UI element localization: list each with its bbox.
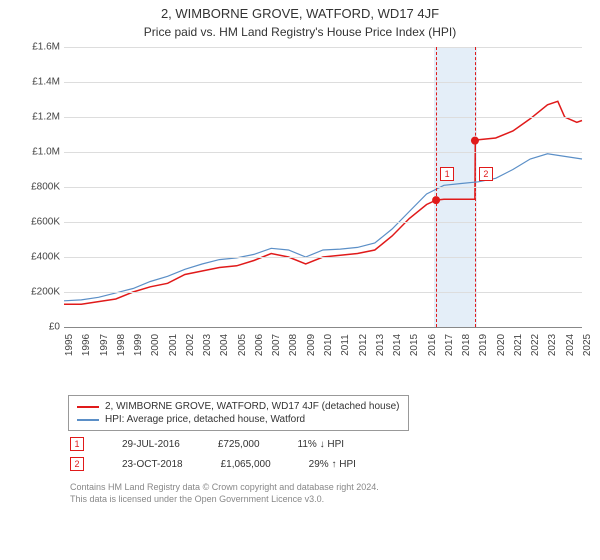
xaxis-label: 2017 xyxy=(444,334,455,356)
gridline-h xyxy=(64,257,582,258)
gridline-h xyxy=(64,117,582,118)
gridline-h xyxy=(64,292,582,293)
xaxis-label: 2007 xyxy=(271,334,282,356)
xaxis-label: 2002 xyxy=(185,334,196,356)
yaxis-label: £800K xyxy=(31,182,60,193)
xaxis-label: 2010 xyxy=(323,334,334,356)
chart-container: 2, WIMBORNE GROVE, WATFORD, WD17 4JF Pri… xyxy=(0,0,600,513)
footer-line-1: Contains HM Land Registry data © Crown c… xyxy=(70,481,588,493)
xaxis-label: 2016 xyxy=(427,334,438,356)
sale-delta: 11% ↓ HPI xyxy=(298,439,345,450)
legend: 2, WIMBORNE GROVE, WATFORD, WD17 4JF (de… xyxy=(68,395,409,431)
series-hpi xyxy=(64,154,582,301)
xaxis-label: 2015 xyxy=(409,334,420,356)
xaxis-label: 2024 xyxy=(565,334,576,356)
legend-label: HPI: Average price, detached house, Watf… xyxy=(105,414,305,425)
footer-line-2: This data is licensed under the Open Gov… xyxy=(70,493,588,505)
legend-swatch xyxy=(77,406,99,408)
legend-swatch xyxy=(77,419,99,421)
title-main: 2, WIMBORNE GROVE, WATFORD, WD17 4JF xyxy=(12,6,588,21)
xaxis-label: 2018 xyxy=(461,334,472,356)
xaxis-label: 2022 xyxy=(530,334,541,356)
sale-marker-box: 1 xyxy=(440,167,454,181)
xaxis-label: 2023 xyxy=(547,334,558,356)
sale-vline xyxy=(475,47,476,327)
yaxis-label: £1.4M xyxy=(32,77,60,88)
xaxis-label: 2025 xyxy=(582,334,593,356)
yaxis-label: £0 xyxy=(49,322,60,333)
xaxis-label: 2008 xyxy=(288,334,299,356)
title-sub: Price paid vs. HM Land Registry's House … xyxy=(12,25,588,39)
legend-row: 2, WIMBORNE GROVE, WATFORD, WD17 4JF (de… xyxy=(77,400,400,413)
xaxis-label: 2004 xyxy=(219,334,230,356)
yaxis-label: £200K xyxy=(31,287,60,298)
yaxis-label: £1.6M xyxy=(32,42,60,53)
gridline-h xyxy=(64,47,582,48)
xaxis-label: 2021 xyxy=(513,334,524,356)
sale-delta: 29% ↑ HPI xyxy=(309,459,356,470)
gridline-h xyxy=(64,187,582,188)
xaxis-label: 2003 xyxy=(202,334,213,356)
xaxis-label: 2001 xyxy=(168,334,179,356)
xaxis-label: 1998 xyxy=(116,334,127,356)
legend-label: 2, WIMBORNE GROVE, WATFORD, WD17 4JF (de… xyxy=(105,401,400,412)
footer: Contains HM Land Registry data © Crown c… xyxy=(70,481,588,505)
xaxis-label: 1997 xyxy=(99,334,110,356)
sale-row-marker: 1 xyxy=(70,437,84,451)
xaxis-label: 2009 xyxy=(306,334,317,356)
sale-vline xyxy=(436,47,437,327)
gridline-h xyxy=(64,82,582,83)
xaxis-label: 1999 xyxy=(133,334,144,356)
sale-row: 2 23-OCT-2018 £1,065,000 29% ↑ HPI xyxy=(70,457,588,471)
sale-marker-box: 2 xyxy=(479,167,493,181)
xaxis-label: 1996 xyxy=(81,334,92,356)
xaxis-label: 2006 xyxy=(254,334,265,356)
xaxis-label: 2000 xyxy=(150,334,161,356)
sale-date: 23-OCT-2018 xyxy=(122,459,183,470)
yaxis-label: £600K xyxy=(31,217,60,228)
yaxis-label: £1.2M xyxy=(32,112,60,123)
yaxis-label: £1.0M xyxy=(32,147,60,158)
xaxis-label: 1995 xyxy=(64,334,75,356)
gridline-h xyxy=(64,222,582,223)
xaxis-label: 2020 xyxy=(496,334,507,356)
sale-price: £1,065,000 xyxy=(221,459,271,470)
sale-row-marker: 2 xyxy=(70,457,84,471)
xaxis-label: 2011 xyxy=(340,334,351,356)
xaxis-label: 2012 xyxy=(358,334,369,356)
sale-price: £725,000 xyxy=(218,439,260,450)
series-price_paid xyxy=(64,101,582,304)
sale-row: 1 29-JUL-2016 £725,000 11% ↓ HPI xyxy=(70,437,588,451)
sales-block: 1 29-JUL-2016 £725,000 11% ↓ HPI 2 23-OCT-201… xyxy=(12,437,588,471)
legend-row: HPI: Average price, detached house, Watf… xyxy=(77,413,400,426)
sale-date: 29-JUL-2016 xyxy=(122,439,180,450)
gridline-h xyxy=(64,152,582,153)
xaxis-label: 2019 xyxy=(478,334,489,356)
chart-area: £0£200K£400K£600K£800K£1.0M£1.2M£1.4M£1.… xyxy=(22,47,582,357)
xaxis-label: 2013 xyxy=(375,334,386,356)
gridline-h xyxy=(64,327,582,328)
yaxis-label: £400K xyxy=(31,252,60,263)
plot-region: £0£200K£400K£600K£800K£1.0M£1.2M£1.4M£1.… xyxy=(64,47,582,328)
xaxis-label: 2014 xyxy=(392,334,403,356)
xaxis-label: 2005 xyxy=(237,334,248,356)
